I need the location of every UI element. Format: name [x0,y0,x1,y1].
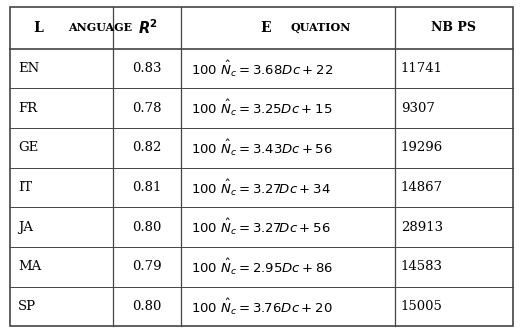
Text: $100 \ \hat{N}_c = 3.43Dc + 56$: $100 \ \hat{N}_c = 3.43Dc + 56$ [190,138,333,158]
Text: L: L [33,21,43,35]
Text: ANGUAGE: ANGUAGE [68,22,132,33]
Text: IT: IT [18,181,32,194]
Text: 28913: 28913 [401,221,443,234]
Text: 0.80: 0.80 [133,300,162,313]
Text: 9307: 9307 [401,102,435,115]
Text: JA: JA [18,221,33,234]
Text: 19296: 19296 [401,141,443,154]
Text: SP: SP [18,300,37,313]
Text: $100 \ \hat{N}_c = 3.68Dc + 22$: $100 \ \hat{N}_c = 3.68Dc + 22$ [190,58,333,79]
Text: 14867: 14867 [401,181,443,194]
Text: 0.83: 0.83 [132,62,162,75]
Text: 11741: 11741 [401,62,443,75]
Text: $100 \ \hat{N}_c = 3.27Dc + 56$: $100 \ \hat{N}_c = 3.27Dc + 56$ [190,217,330,237]
Text: 0.81: 0.81 [133,181,162,194]
Text: E: E [260,21,271,35]
Text: MA: MA [18,260,41,273]
Text: $\boldsymbol{R}^{\mathbf{2}}$: $\boldsymbol{R}^{\mathbf{2}}$ [138,18,157,37]
Text: $100 \ \hat{N}_c = 2.95Dc + 86$: $100 \ \hat{N}_c = 2.95Dc + 86$ [190,257,333,277]
Text: 0.80: 0.80 [133,221,162,234]
Text: QUATION: QUATION [290,22,351,33]
Text: $100 \ \hat{N}_c = 3.25Dc + 15$: $100 \ \hat{N}_c = 3.25Dc + 15$ [190,98,332,118]
Text: 14583: 14583 [401,260,443,273]
Text: NB PS: NB PS [431,21,476,34]
Text: $100 \ \hat{N}_c = 3.27Dc + 34$: $100 \ \hat{N}_c = 3.27Dc + 34$ [190,177,330,197]
Text: 0.78: 0.78 [132,102,162,115]
Text: 0.79: 0.79 [132,260,162,273]
Text: 15005: 15005 [401,300,442,313]
Text: 0.82: 0.82 [133,141,162,154]
Text: EN: EN [18,62,40,75]
Text: GE: GE [18,141,39,154]
Text: FR: FR [18,102,38,115]
Text: $100 \ \hat{N}_c = 3.76Dc + 20$: $100 \ \hat{N}_c = 3.76Dc + 20$ [190,296,332,317]
